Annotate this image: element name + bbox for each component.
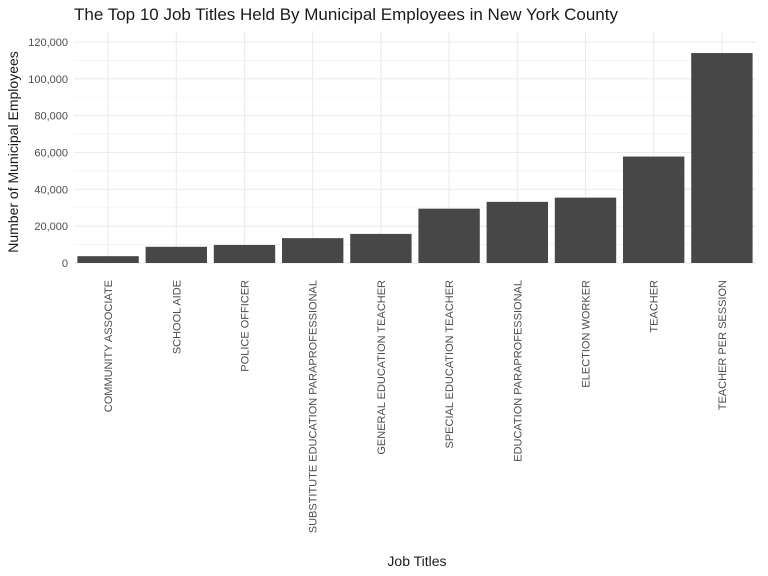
bar <box>623 156 685 263</box>
bar <box>213 244 276 263</box>
y-tick-label: 20,000 <box>34 221 68 233</box>
y-tick-label: 120,000 <box>28 37 68 49</box>
x-tick-label: POLICE OFFICER <box>240 280 252 372</box>
x-tick-label: SPECIAL EDUCATION TEACHER <box>444 280 456 449</box>
x-tick-label: GENERAL EDUCATION TEACHER <box>376 280 388 455</box>
y-tick-label: 0 <box>62 258 68 270</box>
x-tick-label: TEACHER PER SESSION <box>717 280 729 410</box>
x-tick-label: SUBSTITUTE EDUCATION PARAPROFESSIONAL <box>308 280 320 533</box>
x-tick-label: ELECTION WORKER <box>581 280 593 388</box>
x-tick-label: TEACHER <box>649 280 661 333</box>
bar <box>486 201 548 263</box>
y-tick-label: 60,000 <box>34 148 68 160</box>
bar <box>554 197 617 263</box>
y-tick-label: 80,000 <box>34 111 68 123</box>
y-tick-label: 100,000 <box>28 74 68 86</box>
x-tick-label: COMMUNITY ASSOCIATE <box>103 280 115 412</box>
bar <box>282 238 344 263</box>
bar <box>350 233 412 263</box>
bar <box>145 246 207 263</box>
bar <box>691 53 753 263</box>
bar <box>418 208 480 263</box>
chart-title: The Top 10 Job Titles Held By Municipal … <box>74 5 618 24</box>
y-axis-title: Number of Municipal Employees <box>5 51 21 253</box>
y-axis-ticks: 0 20,000 40,000 60,000 80,000 100,000 120,000 <box>28 37 68 270</box>
bar <box>77 256 139 263</box>
bars <box>77 53 753 263</box>
x-tick-label: SCHOOL AIDE <box>171 280 183 354</box>
x-tick-label: EDUCATION PARAPROFESSIONAL <box>512 280 524 462</box>
x-axis-ticks: COMMUNITY ASSOCIATE SCHOOL AIDE POLICE OFF… <box>103 280 729 533</box>
y-tick-label: 40,000 <box>34 184 68 196</box>
x-axis-title: Job Titles <box>387 553 446 569</box>
